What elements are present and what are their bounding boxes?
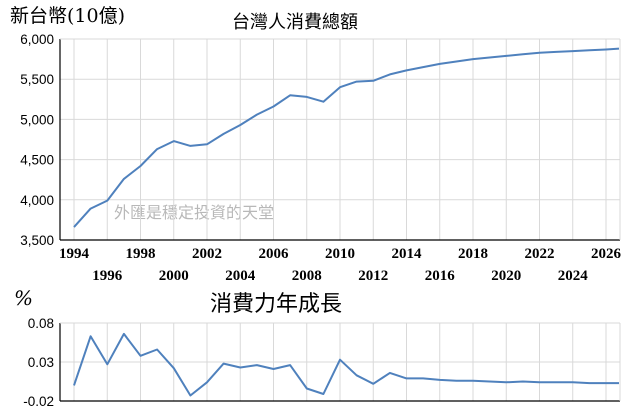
x-tick-label: 2014 bbox=[392, 246, 423, 262]
x-tick-label: 2024 bbox=[558, 268, 589, 284]
top-ylabel: 新台幣(10億) bbox=[10, 5, 125, 27]
y-tick-label: 0.08 bbox=[28, 316, 54, 331]
watermark-annotation: 外匯是穩定投資的天堂 bbox=[114, 203, 274, 222]
x-tick-label: 1994 bbox=[59, 246, 90, 262]
x-tick-label: 2018 bbox=[458, 246, 488, 262]
y-tick-label: 6,000 bbox=[20, 32, 54, 47]
x-tick-label: 2020 bbox=[491, 268, 521, 284]
y-tick-label: -0.02 bbox=[23, 394, 54, 409]
x-tick-label: 2022 bbox=[525, 246, 555, 262]
series-line bbox=[73, 332, 619, 397]
bottom-ylabel: % bbox=[14, 286, 33, 310]
x-tick-label: 2026 bbox=[591, 246, 622, 262]
top-chart-title: 台灣人消費總額 bbox=[232, 12, 358, 33]
x-tick-label: 2004 bbox=[225, 268, 256, 284]
x-tick-label: 1996 bbox=[92, 268, 123, 284]
y-tick-label: 4,500 bbox=[20, 153, 54, 168]
x-tick-label: 1998 bbox=[126, 246, 156, 262]
x-tick-label: 2002 bbox=[192, 246, 222, 262]
x-tick-label: 2000 bbox=[159, 268, 189, 284]
y-tick-label: 3,500 bbox=[20, 233, 54, 248]
x-tick-label: 2006 bbox=[259, 246, 290, 262]
x-tick-label: 2010 bbox=[325, 246, 355, 262]
bottom-chart-title: 消費力年成長 bbox=[210, 292, 342, 317]
x-tick-label: 2016 bbox=[425, 268, 456, 284]
x-tick-label: 2008 bbox=[292, 268, 322, 284]
y-tick-label: 0.03 bbox=[28, 355, 54, 370]
y-tick-label: 5,500 bbox=[20, 72, 54, 87]
x-tick-label: 2012 bbox=[358, 268, 388, 284]
y-tick-label: 5,000 bbox=[20, 112, 54, 127]
series-line bbox=[73, 47, 620, 228]
y-tick-label: 4,000 bbox=[20, 193, 54, 208]
